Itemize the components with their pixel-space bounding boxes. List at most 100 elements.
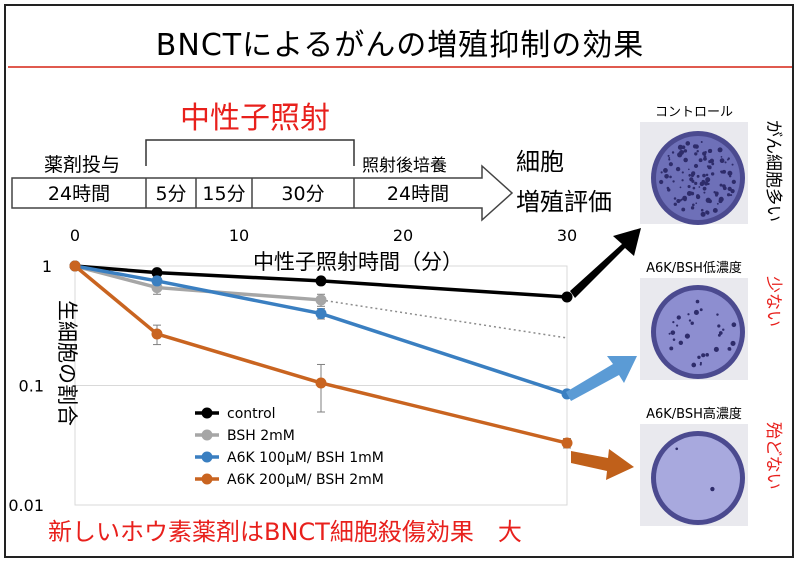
x-tick-label: 0 [70, 226, 80, 245]
cell-colony [700, 140, 703, 143]
cell-colony [687, 313, 690, 316]
evaluation-label-line1: 細胞 [516, 148, 564, 176]
cell-colony [730, 340, 736, 346]
cell-colony [699, 361, 703, 365]
drug-duration: 24時間 [48, 183, 110, 205]
evaluation-label-line2: 増殖評価 [516, 188, 612, 216]
cell-colony [711, 162, 715, 166]
cell-colony [668, 162, 673, 167]
cell-colony [667, 154, 670, 157]
cell-colony [707, 165, 712, 170]
trendline-bsh [320, 299, 568, 339]
cell-colony [675, 447, 679, 451]
cell-colony [708, 148, 713, 153]
legend-label: BSH 2mM [227, 428, 295, 444]
cell-colony [730, 194, 733, 197]
cell-colony [728, 175, 732, 178]
series-point-0 [151, 267, 163, 279]
plate-result-label: 殆どない [763, 422, 783, 490]
legend-swatch-marker [201, 451, 213, 463]
y-axis-label: 生細胞の割合 [55, 300, 79, 426]
cell-colony [670, 330, 676, 335]
post-culture-label: 照射後培養 [362, 156, 447, 176]
neutron-irradiation-label: 中性子照射 [180, 101, 330, 136]
series-point-3 [561, 437, 573, 449]
legend-label: A6K 200μM/ BSH 2mM [227, 472, 384, 488]
plate-label: A6K/BSH低濃度 [646, 260, 742, 276]
series-line-3 [73, 264, 568, 445]
cell-colony [701, 353, 706, 358]
series-line-2 [74, 264, 568, 396]
cell-colony [717, 147, 723, 153]
plate-result-label: 少ない [763, 276, 783, 327]
cell-colony [722, 184, 726, 188]
series-point-2 [315, 308, 327, 320]
series-point-3 [151, 328, 163, 340]
cell-colony [690, 206, 695, 210]
slide-frame [4, 4, 794, 558]
cell-colony [714, 191, 719, 196]
legend-label: A6K 100μM/ BSH 1mM [227, 450, 384, 466]
cell-colony [694, 152, 698, 156]
cell-colony [712, 208, 718, 213]
cell-colony [669, 346, 674, 351]
cell-colony [705, 182, 708, 185]
cell-colony [685, 141, 691, 146]
cell-colony [681, 207, 686, 212]
cell-colony [676, 315, 681, 320]
series-point-0 [315, 275, 327, 287]
cell-colony [718, 196, 724, 202]
cell-colony [695, 299, 700, 304]
cell-colony [698, 186, 701, 188]
cell-colony [710, 172, 715, 176]
cell-colony [659, 179, 664, 185]
legend-swatch-marker [201, 429, 213, 441]
cell-colony [705, 173, 709, 177]
cell-colony [681, 171, 684, 174]
cell-colony [716, 313, 719, 316]
petri-dish [656, 436, 740, 520]
x-tick-label: 20 [393, 226, 413, 245]
plate-label: コントロール [655, 105, 733, 120]
cell-colony [679, 186, 682, 189]
cell-colony [666, 186, 670, 190]
timeline-arrow [11, 164, 514, 222]
cell-colony [672, 180, 675, 183]
cell-colony [668, 157, 671, 159]
cell-colony [703, 191, 706, 194]
cell-colony [700, 211, 706, 217]
legend-label: control [227, 406, 276, 422]
cell-colony [674, 203, 677, 206]
cell-colony [682, 150, 685, 153]
cell-colony [692, 144, 698, 149]
series-point-3 [69, 260, 81, 272]
cell-colony [690, 321, 694, 325]
cell-colony [728, 348, 732, 351]
x-tick-label: 10 [229, 226, 249, 245]
cell-colony [718, 331, 723, 335]
cell-colony [688, 319, 692, 322]
series-line-0 [74, 264, 568, 299]
series-point-0 [561, 291, 573, 303]
cell-colony [675, 166, 681, 172]
cell-colony [692, 203, 695, 207]
cell-colony [727, 186, 732, 192]
petri-dish [656, 290, 740, 374]
cell-colony [699, 363, 702, 366]
cell-colony [696, 194, 700, 198]
cell-colony [681, 179, 684, 182]
cell-colony [660, 171, 663, 174]
legend-swatch-marker [201, 473, 213, 485]
cell-colony [690, 191, 695, 196]
cell-colony [693, 309, 699, 315]
petri-dish [656, 136, 740, 220]
cell-colony [691, 362, 697, 368]
cell-colony [687, 184, 691, 189]
plate-label: A6K/BSH高濃度 [646, 406, 742, 422]
cell-colony [688, 173, 691, 177]
cell-colony [676, 198, 681, 204]
cell-colony [684, 333, 690, 339]
cell-colony [696, 150, 699, 153]
irradiation-duration: 30分 [281, 183, 324, 205]
